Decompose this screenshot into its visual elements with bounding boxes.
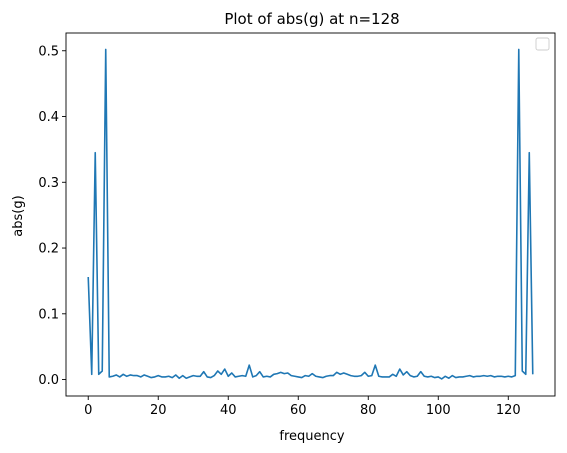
x-tick-label: 0 — [84, 403, 92, 418]
legend-layer — [535, 37, 550, 51]
y-tick-label: 0.3 — [38, 176, 59, 191]
x-tick-label: 120 — [496, 403, 521, 418]
series-line-0 — [87, 48, 534, 380]
x-tick-label: 60 — [290, 403, 307, 418]
y-tick-label: 0.5 — [38, 44, 59, 59]
y-axis-label: abs(g) — [11, 195, 26, 236]
ticks-layer: 0 20 40 60 80 100 120 0.0 0.1 0.2 0.3 0.4 0.5 — [38, 44, 520, 418]
plot-area — [66, 33, 555, 396]
x-tick-label: 80 — [360, 403, 377, 418]
y-tick-label: 0.0 — [38, 373, 59, 388]
x-tick-label: 40 — [220, 403, 237, 418]
x-tick-label: 100 — [426, 403, 451, 418]
plot-background — [66, 33, 555, 396]
legend-box — [535, 37, 550, 51]
x-tick-label: 20 — [150, 403, 167, 418]
y-tick-label: 0.4 — [38, 110, 59, 125]
series-layer — [87, 48, 534, 380]
x-axis-label: frequency — [279, 429, 345, 444]
axes-frame — [65, 32, 556, 397]
axes-layer — [65, 32, 556, 397]
chart-title: Plot of abs(g) at n=128 — [224, 10, 399, 28]
y-tick-label: 0.2 — [38, 242, 59, 257]
y-tick-label: 0.1 — [38, 307, 59, 322]
